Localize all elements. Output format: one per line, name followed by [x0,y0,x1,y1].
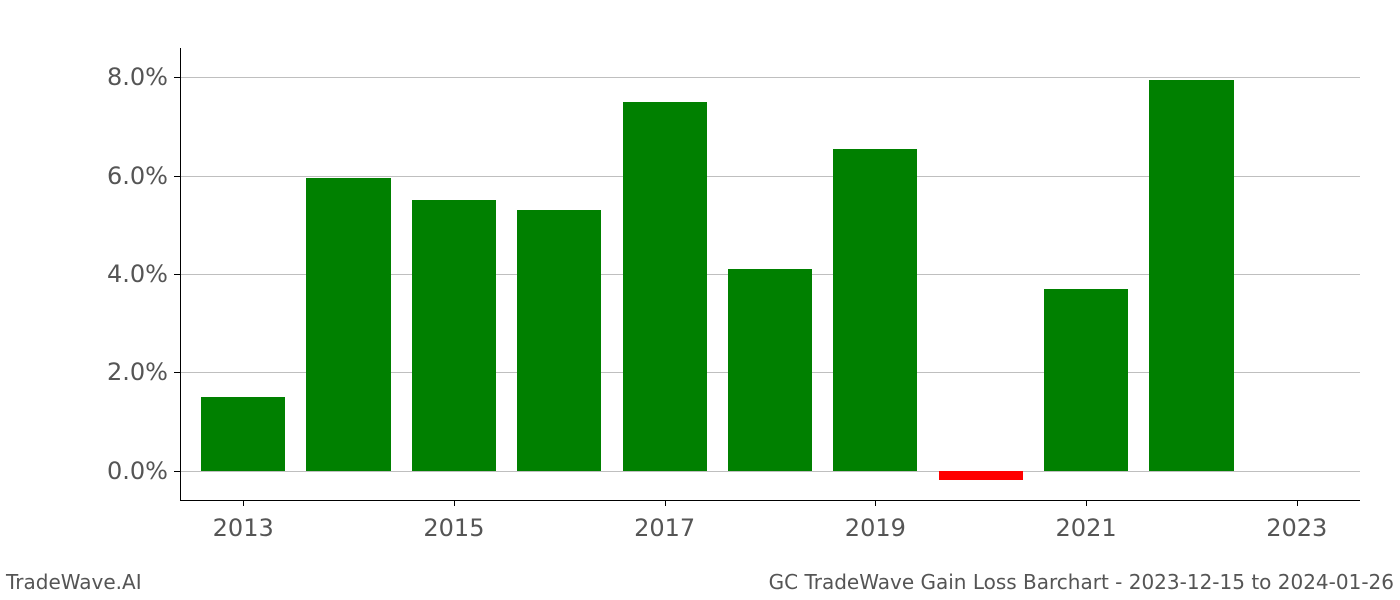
x-tick-label: 2017 [634,500,695,542]
bar [1149,80,1233,471]
y-tick-label: 0.0% [107,457,180,485]
bar [728,269,812,470]
x-tick-label: 2015 [423,500,484,542]
bar [623,102,707,470]
y-tick-label: 6.0% [107,162,180,190]
gain-loss-barchart: 0.0% 2.0% 4.0% 6.0% 8.0% 2013 2015 2017 2019 2021… [0,0,1400,600]
y-axis-line [180,48,181,500]
grid-line [180,77,1360,78]
bar [1044,289,1128,471]
x-tick-label: 2021 [1056,500,1117,542]
bar [517,210,601,470]
x-tick-label: 2013 [213,500,274,542]
footer-left-brand: TradeWave.AI [6,570,142,594]
footer-right-caption: GC TradeWave Gain Loss Barchart - 2023-1… [769,570,1394,594]
bar [833,149,917,471]
bar [201,397,285,471]
x-tick-label: 2023 [1266,500,1327,542]
bar [939,471,1023,481]
y-tick-label: 2.0% [107,358,180,386]
x-tick-label: 2019 [845,500,906,542]
y-tick-label: 8.0% [107,63,180,91]
bar [412,200,496,470]
y-tick-label: 4.0% [107,260,180,288]
grid-line [180,471,1360,472]
bar [306,178,390,470]
plot-area: 0.0%2.0%4.0%6.0%8.0%20132015201720192021… [180,48,1360,500]
x-axis-line [180,500,1360,501]
